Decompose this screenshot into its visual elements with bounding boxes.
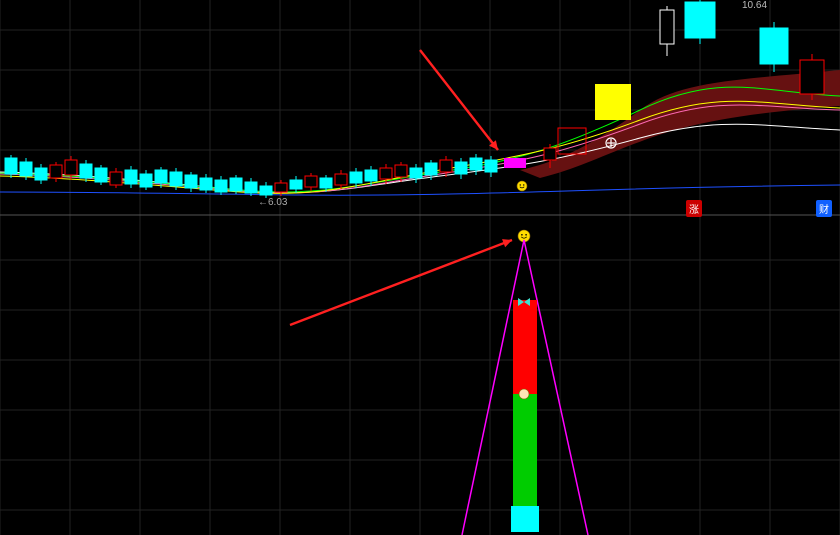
candle — [200, 178, 212, 190]
smiley-icon — [517, 181, 527, 191]
highlight-box — [504, 158, 526, 168]
candle — [685, 2, 715, 38]
indicator-bar — [513, 394, 537, 506]
candle — [275, 183, 287, 192]
badge-cai: 财 — [816, 200, 832, 217]
candle — [155, 170, 167, 183]
candle — [110, 172, 122, 185]
candle — [365, 170, 377, 181]
candle — [440, 160, 452, 172]
candle — [20, 162, 32, 176]
highlight-box — [595, 84, 631, 120]
candle — [230, 178, 242, 191]
candle — [5, 158, 17, 174]
candle — [350, 172, 362, 183]
candle — [335, 174, 347, 185]
candle — [185, 175, 197, 188]
candle — [260, 186, 272, 195]
candle — [215, 180, 227, 192]
indicator-bar — [513, 300, 537, 394]
candle — [470, 158, 482, 170]
candle — [140, 174, 152, 187]
ma-band — [520, 70, 840, 178]
candle — [800, 60, 824, 94]
candle — [320, 178, 332, 188]
chart-svg — [0, 0, 840, 535]
candle — [395, 165, 407, 177]
candle — [660, 10, 674, 44]
candle — [245, 182, 257, 193]
stock-chart[interactable]: ←6.03 10.64 涨 财 — [0, 0, 840, 535]
candle — [170, 172, 182, 186]
candle — [410, 168, 422, 178]
pearl-icon — [519, 389, 529, 399]
candle — [125, 170, 137, 184]
candle — [455, 162, 467, 174]
badge-zhang: 涨 — [686, 200, 702, 217]
candle — [425, 163, 437, 175]
candle — [35, 168, 47, 180]
candle — [760, 28, 788, 64]
price-label-top: 10.64 — [742, 0, 767, 11]
candle — [544, 148, 556, 160]
candle — [65, 160, 77, 175]
candle — [380, 168, 392, 179]
candle — [80, 164, 92, 178]
candle — [290, 180, 302, 189]
candle — [305, 176, 317, 187]
price-label-left: ←6.03 — [258, 197, 287, 208]
annotation-arrow-icon — [290, 240, 512, 325]
candle — [95, 168, 107, 182]
indicator-bar — [511, 506, 539, 532]
candle — [50, 165, 62, 178]
candle — [485, 160, 497, 172]
annotation-arrow-icon — [420, 50, 498, 150]
